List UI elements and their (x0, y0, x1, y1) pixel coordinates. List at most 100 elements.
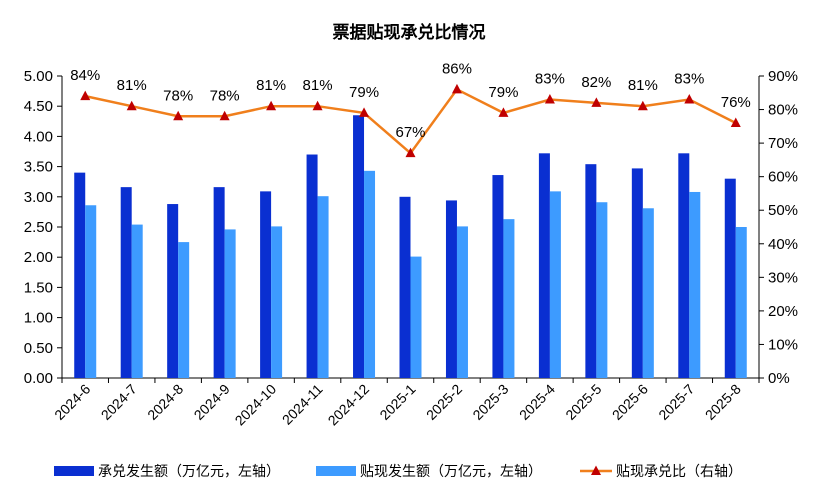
acceptance-bar (74, 172, 86, 378)
x-tick-label: 2024-10 (232, 381, 280, 429)
legend-swatch (54, 466, 94, 476)
x-tick-label: 2024-8 (144, 381, 186, 423)
left-tick-label: 1.00 (24, 310, 53, 327)
acceptance-bar (492, 175, 504, 378)
ratio-data-label: 82% (581, 74, 611, 91)
discount-bar (224, 229, 236, 378)
left-tick-label: 2.00 (24, 249, 53, 266)
ratio-marker (405, 147, 416, 158)
right-tick-label: 80% (768, 102, 798, 119)
left-tick-label: 0.50 (24, 340, 53, 357)
ratio-data-label: 78% (210, 87, 240, 104)
acceptance-bar (585, 164, 597, 378)
x-tick-label: 2025-5 (562, 381, 604, 423)
x-tick-label: 2025-1 (376, 381, 418, 423)
acceptance-bar (306, 154, 318, 378)
ratio-marker (173, 110, 184, 121)
ratio-marker (544, 93, 555, 104)
ratio-data-label: 79% (488, 84, 518, 101)
discount-bar (364, 170, 376, 378)
legend: 承兑发生额（万亿元，左轴） 贴现发生额（万亿元，左轴） 贴现承兑比（右轴） (54, 464, 742, 480)
acceptance-bar (167, 204, 179, 378)
x-tick-label: 2025-2 (423, 381, 465, 423)
ratio-marker (730, 117, 741, 127)
discount-bar (503, 219, 515, 378)
ratio-data-label: 67% (395, 124, 425, 141)
legend-label: 贴现发生额（万亿元，左轴） (360, 464, 542, 480)
acceptance-bar (399, 196, 411, 378)
right-tick-label: 70% (768, 135, 798, 152)
ratio-marker (359, 107, 370, 117)
acceptance-bar (353, 115, 365, 378)
discount-bar (317, 196, 329, 378)
x-tick-label: 2024-6 (51, 381, 93, 423)
ratio-data-label: 81% (256, 77, 286, 94)
ratio-line (80, 83, 741, 158)
discount-bar (456, 226, 468, 378)
right-tick-label: 90% (768, 68, 798, 85)
left-tick-label: 3.00 (24, 189, 53, 206)
discount-bar (85, 205, 97, 378)
ratio-marker (126, 100, 137, 111)
x-tick-label: 2025-4 (516, 381, 558, 423)
acceptance-bar (631, 168, 643, 378)
acceptance-bar (678, 153, 690, 378)
acceptance-bar (445, 200, 457, 378)
left-tick-label: 3.50 (24, 159, 53, 176)
ratio-data-label: 83% (674, 70, 704, 87)
bars (74, 115, 747, 378)
data-labels: 84% 81% 78% 78% 81% 81% 79% 67% 86% 79% 83% 82% 81% 8… (70, 60, 751, 141)
ratio-marker (498, 107, 509, 117)
ratio-data-label: 81% (628, 77, 658, 94)
ratio-marker (637, 100, 648, 111)
right-tick-label: 60% (768, 169, 798, 186)
discount-bar (642, 208, 654, 378)
ratio-marker (219, 110, 230, 121)
right-tick-label: 0% (768, 370, 790, 387)
discount-bar (596, 202, 608, 378)
x-tick-label: 2025-8 (702, 381, 744, 423)
right-tick-label: 20% (768, 303, 798, 320)
chart-title: 票据贴现承兑比情况 (333, 22, 486, 43)
acceptance-bar (538, 153, 550, 378)
discount-bar (549, 191, 561, 378)
ratio-data-label: 81% (117, 77, 147, 94)
acceptance-bar (724, 178, 736, 378)
legend-label: 贴现承兑比（右轴） (616, 464, 742, 480)
ratio-data-label: 78% (163, 87, 193, 104)
right-tick-label: 50% (768, 202, 798, 219)
ratio-data-label: 83% (535, 70, 565, 87)
legend-swatch (316, 466, 356, 476)
ratio-marker (591, 97, 602, 107)
x-tick-label: 2024-11 (279, 381, 326, 428)
left-tick-label: 1.50 (24, 279, 53, 296)
ratio-data-label: 81% (303, 77, 333, 94)
discount-bar (178, 242, 190, 378)
right-tick-label: 10% (768, 336, 798, 353)
ratio-marker (684, 93, 695, 104)
discount-bar (271, 226, 283, 378)
legend-label: 承兑发生额（万亿元，左轴） (98, 464, 280, 480)
x-tick-label: 2024-9 (191, 381, 233, 423)
right-tick-label: 40% (768, 236, 798, 253)
left-tick-label: 4.50 (24, 98, 53, 115)
ratio-data-label: 76% (721, 94, 751, 111)
legend-marker (591, 465, 601, 475)
x-tick-label: 2025-6 (609, 381, 651, 423)
ratio-data-label: 79% (349, 84, 379, 101)
x-tick-label: 2025-3 (469, 381, 511, 423)
x-tick-label: 2024-7 (98, 381, 140, 423)
left-tick-label: 5.00 (24, 68, 53, 85)
acceptance-bar (260, 191, 272, 378)
discount-bar (410, 256, 422, 378)
left-tick-label: 0.00 (24, 370, 53, 387)
right-tick-label: 30% (768, 269, 798, 286)
ratio-marker (451, 83, 462, 94)
acceptance-bar (120, 187, 132, 378)
acceptance-bar (213, 187, 225, 378)
discount-bar (689, 191, 701, 378)
discount-bar (131, 224, 143, 378)
ratio-data-label: 86% (442, 60, 472, 77)
x-tick-label: 2024-12 (325, 381, 373, 429)
